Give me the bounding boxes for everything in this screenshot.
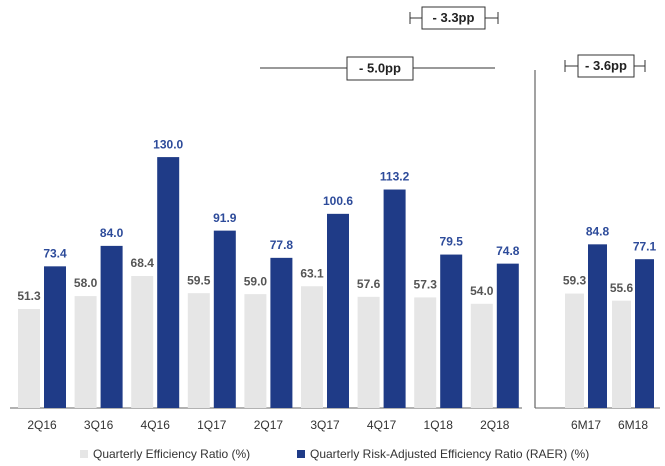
data-label: 130.0 bbox=[153, 137, 183, 151]
bar bbox=[244, 294, 267, 408]
data-label: 77.1 bbox=[633, 239, 657, 253]
annotation: - 3.3pp bbox=[409, 6, 499, 30]
annotation: - 3.6pp bbox=[564, 54, 646, 78]
annotation-text: - 3.6pp bbox=[585, 58, 627, 73]
x-tick-label: 2Q16 bbox=[27, 418, 57, 432]
bar bbox=[187, 293, 210, 408]
bar bbox=[414, 297, 437, 408]
bar bbox=[213, 230, 236, 408]
bar bbox=[496, 263, 519, 408]
data-label: 57.3 bbox=[414, 278, 438, 292]
data-label: 77.8 bbox=[270, 238, 294, 252]
annotation-text: - 5.0pp bbox=[359, 60, 401, 75]
bar bbox=[357, 296, 380, 408]
bar bbox=[565, 293, 584, 408]
legend-swatch bbox=[80, 450, 88, 458]
legend-swatch bbox=[297, 450, 305, 458]
bar bbox=[131, 275, 154, 408]
data-label: 55.6 bbox=[610, 281, 634, 295]
bar bbox=[470, 303, 493, 408]
data-label: 100.6 bbox=[323, 194, 353, 208]
annotation-text: - 3.3pp bbox=[433, 10, 475, 25]
bar bbox=[74, 296, 97, 408]
x-tick-label: 4Q16 bbox=[141, 418, 171, 432]
x-tick-label: 2Q18 bbox=[480, 418, 510, 432]
data-label: 59.0 bbox=[244, 274, 268, 288]
bar bbox=[270, 257, 293, 408]
data-label: 59.5 bbox=[187, 273, 211, 287]
data-label: 113.2 bbox=[380, 170, 410, 184]
data-label: 73.4 bbox=[43, 247, 67, 261]
data-label: 51.3 bbox=[17, 289, 41, 303]
x-tick-label: 2Q17 bbox=[254, 418, 284, 432]
data-label: 74.8 bbox=[496, 244, 520, 258]
data-label: 57.6 bbox=[357, 277, 381, 291]
bar bbox=[612, 300, 631, 408]
bar bbox=[588, 244, 607, 408]
bar bbox=[100, 245, 123, 408]
bar bbox=[440, 254, 463, 408]
annotation-box bbox=[577, 54, 635, 78]
annotation-box bbox=[421, 6, 486, 30]
bar bbox=[383, 189, 406, 408]
x-tick-label: 1Q17 bbox=[197, 418, 227, 432]
x-tick-label: 1Q18 bbox=[424, 418, 454, 432]
data-label: 79.5 bbox=[440, 235, 464, 249]
bar bbox=[18, 308, 40, 408]
bar bbox=[635, 259, 654, 408]
annotation-box bbox=[346, 56, 414, 81]
legend-label: Quarterly Risk-Adjusted Efficiency Ratio… bbox=[310, 447, 589, 461]
bar bbox=[301, 286, 323, 408]
data-label: 84.8 bbox=[586, 225, 610, 239]
data-label: 68.4 bbox=[131, 256, 155, 270]
bar bbox=[44, 266, 66, 408]
data-label: 63.1 bbox=[300, 266, 324, 280]
bar bbox=[157, 157, 180, 408]
data-label: 59.3 bbox=[563, 274, 587, 288]
x-tick-label: 6M17 bbox=[571, 418, 601, 432]
annotation: - 5.0pp bbox=[260, 56, 495, 81]
bar bbox=[327, 213, 349, 408]
x-tick-label: 3Q16 bbox=[84, 418, 114, 432]
data-label: 91.9 bbox=[213, 211, 237, 225]
data-label: 54.0 bbox=[470, 284, 494, 298]
x-tick-label: 6M18 bbox=[618, 418, 648, 432]
x-tick-label: 3Q17 bbox=[310, 418, 340, 432]
x-tick-label: 4Q17 bbox=[367, 418, 397, 432]
data-label: 58.0 bbox=[74, 276, 98, 290]
legend-label: Quarterly Efficiency Ratio (%) bbox=[93, 447, 250, 461]
data-label: 84.0 bbox=[100, 226, 124, 240]
